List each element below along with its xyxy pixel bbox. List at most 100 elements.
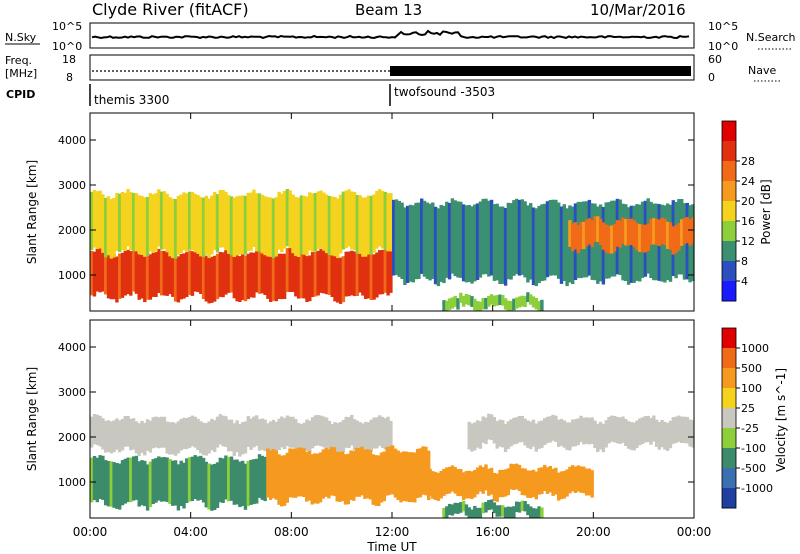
- echo-cell: [296, 447, 301, 497]
- freq-right-label: Nave: [748, 64, 776, 77]
- echo-cell: [207, 463, 211, 510]
- echo-cell: [355, 251, 359, 296]
- echo-cell: [503, 298, 508, 310]
- echo-cell: [668, 420, 673, 449]
- echo-cell: [352, 251, 357, 297]
- echo-cell: [179, 194, 183, 254]
- echo-cell: [249, 459, 253, 505]
- echo-cell: [112, 253, 116, 300]
- echo-cell: [126, 249, 130, 295]
- echo-cell: [255, 458, 259, 504]
- echo-cell: [213, 463, 217, 510]
- echo-cell: [529, 203, 533, 280]
- echo-cell: [374, 455, 378, 506]
- echo-cell: [383, 418, 387, 450]
- echo-cell: [185, 252, 189, 297]
- echo-cell: [453, 200, 457, 277]
- colorbar-tick-label: 24: [741, 175, 755, 188]
- echo-cell: [439, 470, 443, 499]
- echo-cell: [512, 506, 516, 518]
- echo-cell: [193, 247, 197, 292]
- echo-cell: [378, 250, 382, 295]
- echo-cell: [218, 190, 222, 248]
- echo-cell: [296, 423, 301, 456]
- echo-cell: [433, 206, 438, 285]
- echo-cell: [629, 218, 634, 245]
- echo-cell: [249, 418, 253, 450]
- echo-cell: [369, 419, 373, 452]
- noise-right-label: N.Search: [746, 31, 796, 44]
- echo-cell: [584, 468, 589, 496]
- echo-cell: [313, 415, 318, 446]
- echo-cell: [557, 202, 561, 279]
- echo-cell: [322, 416, 326, 448]
- echo-cell: [526, 420, 530, 448]
- echo-cell: [148, 193, 153, 252]
- echo-cell: [520, 199, 524, 275]
- echo-cell: [640, 417, 645, 444]
- echo-cell: [243, 255, 248, 302]
- echo-cell: [392, 199, 396, 276]
- echo-cell: [495, 473, 499, 502]
- echo-cell: [358, 195, 362, 254]
- y-tick-label: 4000: [58, 341, 86, 354]
- echo-cell: [131, 418, 136, 450]
- echo-cell: [123, 416, 127, 447]
- echo-cell: [475, 420, 480, 448]
- echo-cell: [459, 502, 463, 513]
- echo-cell: [269, 421, 273, 454]
- echo-cell: [509, 419, 513, 447]
- echo-cell: [643, 416, 648, 443]
- echo-cell: [266, 253, 270, 299]
- echo-cell: [571, 465, 575, 492]
- echo-cell: [657, 219, 661, 247]
- echo-cell: [397, 470, 401, 499]
- x-tick-label: 08:00: [274, 525, 309, 539]
- echo-cell: [182, 192, 186, 251]
- power-colorbar: 4 8 12 16 20 24 28: [721, 120, 755, 302]
- echo-cell: [159, 416, 164, 448]
- echo-cell: [436, 472, 441, 501]
- echo-cell: [109, 421, 113, 454]
- echo-cell: [162, 457, 167, 502]
- echo-cell: [380, 416, 385, 448]
- echo-cell: [389, 420, 393, 453]
- echo-cell: [537, 421, 541, 449]
- echo-cell: [333, 197, 337, 257]
- echo-cell: [143, 460, 147, 507]
- echo-cell: [316, 250, 320, 296]
- echo-cell: [143, 256, 147, 303]
- echo-cell: [682, 416, 687, 444]
- echo-cell: [354, 447, 359, 497]
- echo-cell: [215, 416, 220, 448]
- echo-cell: [489, 414, 494, 441]
- power-ylabel: Slant Range [km]: [25, 160, 39, 264]
- echo-cell: [187, 457, 192, 502]
- echo-cell: [210, 195, 214, 255]
- echo-cell: [612, 416, 617, 443]
- echo-cell: [243, 195, 248, 255]
- echo-cell: [106, 196, 111, 256]
- echo-cell: [280, 253, 284, 300]
- cpid-segment-0: themis 3300: [94, 93, 169, 107]
- colorbar-swatch: [722, 408, 736, 429]
- nave-trace: [390, 66, 691, 76]
- echo-cell: [540, 299, 544, 311]
- echo-cell: [386, 193, 390, 252]
- echo-cell: [447, 503, 452, 515]
- echo-cell: [120, 252, 125, 298]
- echo-cell: [450, 504, 455, 516]
- echo-cell: [92, 456, 97, 501]
- echo-cell: [308, 192, 312, 251]
- colorbar-tick-label: -100: [741, 442, 766, 455]
- echo-cell: [568, 422, 572, 451]
- echo-cell: [179, 419, 183, 451]
- echo-cell: [288, 448, 292, 498]
- echo-cell: [445, 201, 449, 278]
- echo-cell: [165, 251, 169, 296]
- echo-cell: [332, 447, 337, 496]
- echo-cell: [106, 253, 111, 299]
- echo-cell: [671, 417, 675, 444]
- echo-cell: [568, 220, 572, 247]
- echo-cell: [171, 198, 175, 259]
